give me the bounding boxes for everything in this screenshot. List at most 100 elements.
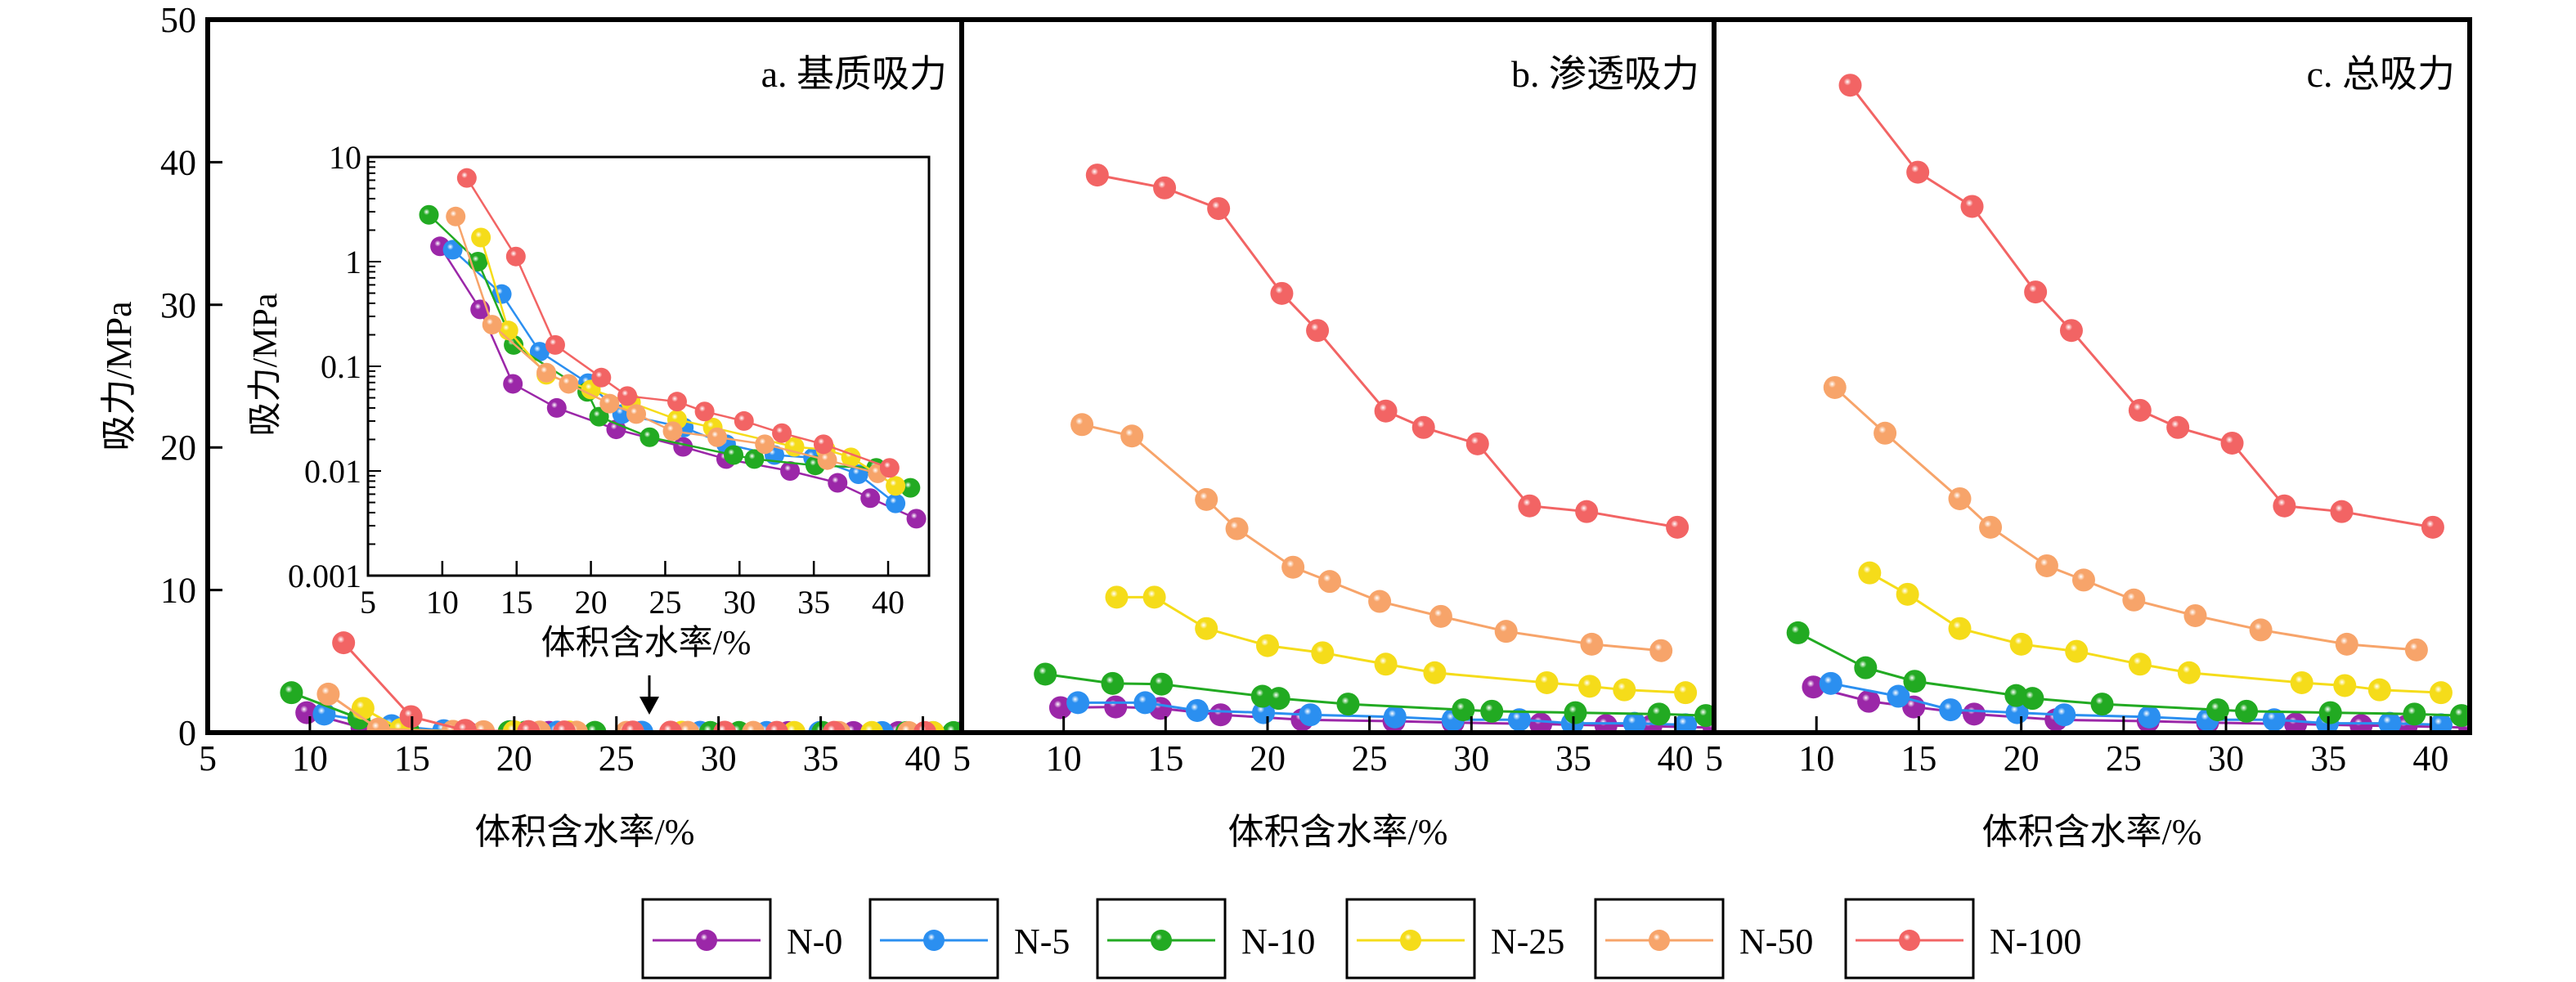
y-tick-label: 50	[160, 0, 196, 40]
legend-marker	[1649, 930, 1670, 951]
data-point-N-0	[1857, 689, 1881, 713]
legend-label: N-5	[1014, 921, 1070, 962]
data-point-N-25	[1195, 617, 1218, 640]
y-tick-label: 30	[160, 285, 196, 325]
y-axis-label: 吸力/MPa	[99, 301, 139, 451]
data-point-N-100	[517, 720, 541, 733]
data-point-N-100	[1153, 176, 1177, 200]
data-point-N-25	[1896, 582, 1919, 606]
data-point-N-100	[621, 720, 644, 733]
data-point-N-50	[1494, 620, 1518, 643]
data-point-N-10	[1101, 671, 1124, 695]
data-point-N-50	[1580, 632, 1604, 656]
data-point-N-0	[503, 374, 523, 394]
data-point-N-100	[666, 392, 687, 412]
data-point-N-50	[2404, 638, 2428, 661]
data-point-N-100	[734, 410, 754, 431]
data-point-N-50	[536, 362, 557, 383]
inset-plot-area	[419, 168, 927, 529]
data-point-N-0	[906, 509, 927, 529]
data-point-N-100	[1575, 500, 1599, 523]
data-point-N-10	[2449, 704, 2470, 728]
data-point-N-10	[2021, 687, 2044, 711]
data-point-N-5	[1507, 708, 1531, 732]
x-tick-label: 15	[1901, 738, 1936, 778]
x-tick-label: 5	[199, 738, 217, 778]
data-point-N-10	[2318, 701, 2342, 724]
data-point-N-5	[1299, 703, 1322, 727]
legend: N-0 N-5 N-10 N-25 N-50 N-100	[641, 898, 2081, 980]
data-point-N-25	[1613, 678, 1636, 702]
x-tick-label: 25	[1352, 738, 1388, 778]
data-point-N-5	[2378, 711, 2402, 733]
data-point-N-50	[1649, 639, 1673, 662]
data-point-N-100	[2166, 415, 2190, 439]
data-point-N-25	[1142, 585, 1166, 609]
data-point-N-50	[707, 427, 728, 447]
data-point-N-25	[1535, 670, 1559, 694]
data-point-N-10	[900, 478, 921, 498]
data-point-N-25	[1577, 675, 1601, 698]
data-point-N-25	[1255, 634, 1279, 657]
data-point-N-10	[1647, 702, 1671, 726]
data-point-N-25	[2429, 681, 2453, 705]
data-point-N-5	[1133, 691, 1157, 715]
data-point-N-10	[744, 449, 765, 469]
y-tick-label: 20	[160, 428, 196, 468]
x-tick-label: 35	[803, 738, 839, 778]
data-point-N-100	[456, 168, 477, 188]
data-point-N-100	[1411, 415, 1435, 439]
data-point-N-100	[453, 719, 477, 733]
data-point-N-50	[446, 206, 466, 226]
inset-x-tick-label: 40	[872, 584, 904, 621]
data-point-N-5	[529, 342, 550, 362]
data-point-N-0	[828, 473, 848, 493]
data-point-N-50	[2249, 618, 2273, 642]
data-point-N-50	[742, 720, 765, 733]
inset-y-tick-label: 0.001	[288, 558, 361, 594]
data-point-N-100	[2059, 319, 2083, 343]
data-point-N-0	[1104, 695, 1128, 719]
legend-marker	[1899, 930, 1920, 951]
inset-y-tick-label: 0.1	[321, 348, 361, 385]
data-point-N-100	[1207, 197, 1231, 221]
data-point-N-0	[546, 397, 567, 418]
legend-label: N-50	[1739, 921, 1813, 962]
data-point-N-10	[1034, 662, 1057, 686]
data-point-N-0	[1802, 675, 1825, 699]
arrow-head-icon	[640, 697, 659, 715]
data-point-N-50	[2071, 568, 2095, 592]
data-point-N-25	[1948, 617, 1972, 640]
data-point-N-100	[879, 458, 900, 478]
data-point-N-50	[482, 315, 502, 335]
data-point-N-50	[755, 434, 775, 455]
data-point-N-10	[583, 720, 607, 733]
data-point-N-5	[2262, 708, 2286, 732]
inset-y-axis-label: 吸力/MPa	[247, 293, 285, 436]
data-point-N-10	[2206, 698, 2229, 722]
x-tick-label: 30	[2208, 738, 2244, 778]
data-point-N-100	[2128, 398, 2152, 422]
data-point-N-100	[2421, 515, 2444, 539]
data-point-N-100	[2220, 431, 2244, 455]
data-point-N-100	[1906, 160, 1930, 184]
data-point-N-100	[545, 334, 565, 355]
data-point-N-100	[1666, 515, 1690, 539]
data-point-N-25	[2065, 639, 2089, 663]
legend-item-N-5: N-5	[868, 898, 1070, 980]
series-line-N-50	[1081, 423, 1662, 652]
data-point-N-50	[559, 374, 579, 394]
panel-title: b. 渗透吸力	[1511, 53, 1699, 95]
data-point-N-50	[1979, 515, 2003, 539]
data-point-N-50	[366, 717, 390, 733]
data-point-N-10	[280, 681, 303, 705]
inset-x-tick-label: 35	[797, 584, 830, 621]
data-point-N-50	[1823, 375, 1847, 399]
data-point-N-5	[1185, 698, 1209, 722]
x-tick-label: 15	[394, 738, 430, 778]
data-point-N-25	[1858, 561, 1882, 585]
data-point-N-5	[442, 240, 463, 260]
panel-title: a. 基质吸力	[761, 53, 947, 95]
data-point-N-0	[606, 419, 626, 440]
x-tick-label: 40	[1658, 738, 1694, 778]
